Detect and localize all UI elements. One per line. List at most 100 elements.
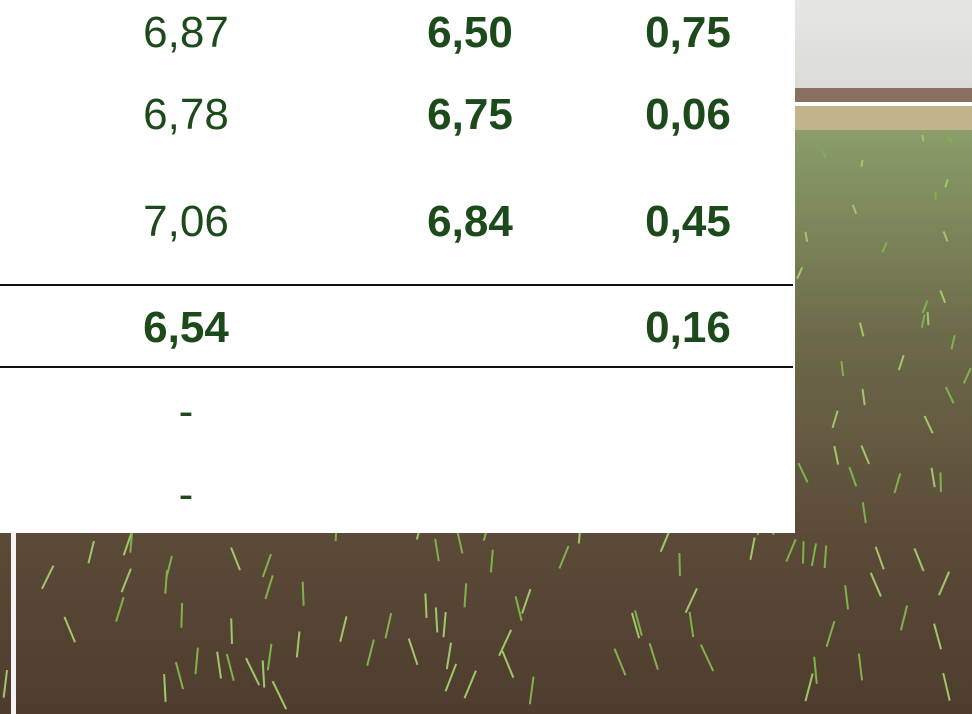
seedling (897, 354, 905, 371)
seedling (893, 473, 902, 494)
seedling (860, 445, 871, 465)
seedling (501, 650, 515, 678)
seedling (384, 612, 393, 639)
seedling (434, 538, 440, 562)
table-cell: 0,45 (645, 197, 731, 246)
seedling (120, 568, 132, 593)
seedling (558, 545, 570, 569)
seedling (844, 585, 850, 610)
table-cell: 6,84 (427, 197, 513, 246)
seedling (245, 657, 261, 686)
seedling (301, 581, 305, 606)
seedling (930, 467, 936, 488)
seedling (749, 537, 756, 560)
seedling (825, 620, 836, 647)
seedling (163, 674, 167, 702)
note-cell: - (178, 470, 194, 519)
seedling (926, 312, 930, 326)
seedling (225, 653, 235, 682)
seedling (174, 661, 185, 690)
seedling (424, 593, 428, 618)
seedling (921, 300, 929, 314)
seedling (230, 547, 241, 571)
seedling (881, 241, 888, 253)
seedling (950, 335, 956, 350)
seedling (923, 415, 934, 434)
seedling (445, 642, 453, 670)
seedling (41, 565, 55, 590)
seedling (801, 541, 805, 564)
seedling (87, 540, 95, 564)
total-cell: 0,16 (645, 303, 731, 352)
seedling (939, 290, 947, 304)
table-rule (0, 366, 793, 368)
seedling (944, 179, 949, 188)
seedling (833, 445, 840, 465)
seedling (122, 532, 133, 556)
seedling (648, 642, 659, 671)
seedling (463, 583, 468, 608)
seedling (899, 605, 909, 631)
seedling (804, 673, 814, 702)
seedling (797, 462, 809, 483)
seedling (840, 360, 845, 377)
seedling (860, 159, 864, 168)
seedling (944, 386, 955, 404)
seedling (442, 611, 447, 638)
seedling (631, 612, 641, 639)
seedling (962, 367, 972, 384)
seedling (848, 466, 858, 487)
seedling (659, 529, 671, 553)
seedling (434, 607, 439, 633)
seedling (339, 616, 348, 643)
table-cell: 6,50 (427, 8, 513, 57)
seedling (857, 653, 864, 681)
seedling (230, 618, 233, 644)
seedling (261, 553, 272, 578)
seedling (810, 543, 818, 567)
seedling (264, 575, 274, 600)
seedling (913, 547, 925, 572)
seedling (528, 676, 535, 705)
seedling (180, 602, 184, 628)
seedling (165, 555, 173, 580)
seedling (2, 670, 9, 698)
seedling (813, 656, 818, 684)
seedling (407, 638, 419, 666)
seedling (489, 549, 494, 573)
seedling (63, 616, 76, 643)
seedling (851, 204, 858, 215)
seedling (920, 314, 926, 329)
seedling (942, 672, 951, 701)
table-panel (0, 0, 795, 533)
table-cell: 0,06 (645, 90, 731, 139)
seedling (796, 266, 804, 280)
table-cell: 7,06 (143, 197, 229, 246)
table-cell: 0,75 (645, 8, 731, 57)
table-cell: 6,87 (143, 8, 229, 57)
table-cell: 6,75 (427, 90, 513, 139)
seedling (821, 150, 827, 159)
table-cell: 6,78 (143, 90, 229, 139)
seedling (861, 388, 866, 406)
seedling (859, 322, 865, 337)
seedling (514, 596, 523, 622)
seedling (444, 663, 458, 692)
seedling (823, 545, 828, 569)
seedling (261, 660, 266, 688)
table-rule (0, 284, 793, 286)
seedling (366, 639, 375, 667)
note-cell: - (178, 387, 194, 436)
seedling (785, 538, 797, 562)
seedling (933, 623, 942, 650)
seedling (921, 134, 925, 142)
seedling (938, 571, 951, 596)
seedling (948, 136, 953, 144)
seedling (874, 546, 885, 570)
seedling (688, 611, 695, 638)
seedling (684, 587, 698, 614)
total-cell: 6,54 (143, 303, 229, 352)
seedling (521, 588, 532, 614)
seedling (613, 648, 627, 676)
seedling (115, 596, 125, 623)
